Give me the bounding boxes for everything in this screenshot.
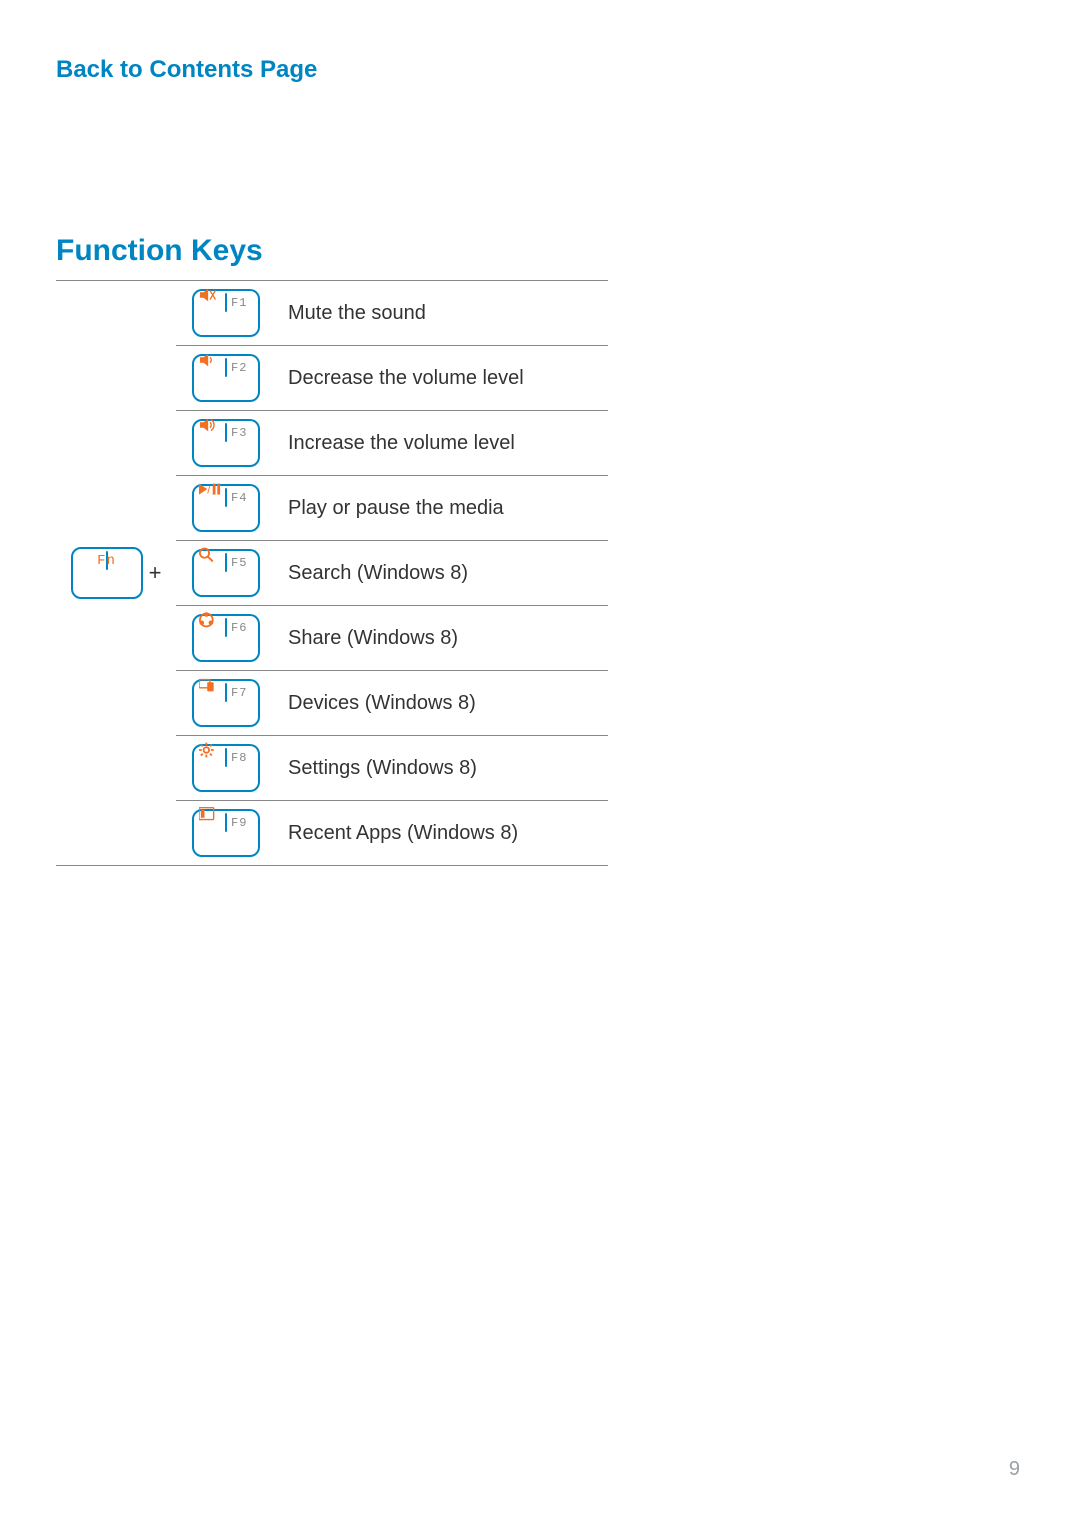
key-cell: F6	[176, 606, 276, 671]
key-description: Decrease the volume level	[276, 346, 608, 411]
key-label: F5	[231, 556, 247, 570]
key-description: Increase the volume level	[276, 411, 608, 476]
back-to-contents-link[interactable]: Back to Contents Page	[56, 56, 317, 83]
key-description: Play or pause the media	[276, 476, 608, 541]
key-label: F6	[231, 621, 247, 635]
keycap: F1	[192, 289, 260, 337]
key-cell: F1	[176, 281, 276, 346]
key-label: F8	[231, 751, 247, 765]
key-label: F4	[231, 491, 247, 505]
keycap: F4	[192, 484, 260, 532]
key-cell: F9	[176, 801, 276, 866]
key-label: F1	[231, 296, 247, 310]
mute-icon	[199, 287, 221, 308]
key-cell: F7	[176, 671, 276, 736]
share-icon	[199, 612, 221, 633]
section-title: Function Keys	[56, 234, 1024, 268]
key-label: F3	[231, 426, 247, 440]
key-cell: F5	[176, 541, 276, 606]
key-description: Recent Apps (Windows 8)	[276, 801, 608, 866]
key-label: F7	[231, 686, 247, 700]
recent-icon	[199, 807, 221, 828]
plus-symbol: +	[149, 560, 162, 585]
key-cell: F8	[176, 736, 276, 801]
play-pause-icon	[199, 482, 221, 503]
table-row: Fn + F1 Mute the sound	[56, 281, 608, 346]
devices-icon	[199, 677, 221, 698]
key-label: Fn	[97, 553, 116, 569]
keycap: F5	[192, 549, 260, 597]
key-description: Devices (Windows 8)	[276, 671, 608, 736]
vol-up-icon	[199, 417, 221, 438]
key-cell: F4	[176, 476, 276, 541]
keycap: Fn	[71, 547, 143, 599]
keycap: F3	[192, 419, 260, 467]
fn-key-cell: Fn +	[56, 281, 176, 866]
search-icon	[199, 547, 221, 568]
key-label: F2	[231, 361, 247, 375]
keycap: F7	[192, 679, 260, 727]
page: Back to Contents Page Function Keys Fn +…	[0, 0, 1080, 1527]
keycap: F2	[192, 354, 260, 402]
keycap: F9	[192, 809, 260, 857]
key-description: Search (Windows 8)	[276, 541, 608, 606]
key-cell: F3	[176, 411, 276, 476]
key-label: F9	[231, 816, 247, 830]
keycap: F8	[192, 744, 260, 792]
key-cell: F2	[176, 346, 276, 411]
keycap: F6	[192, 614, 260, 662]
key-description: Settings (Windows 8)	[276, 736, 608, 801]
key-description: Share (Windows 8)	[276, 606, 608, 671]
key-description: Mute the sound	[276, 281, 608, 346]
page-number: 9	[1009, 1458, 1020, 1481]
function-keys-table: Fn + F1 Mute the sound F2 Decrease the v…	[56, 280, 608, 866]
settings-icon	[199, 742, 221, 763]
vol-down-icon	[199, 352, 221, 373]
